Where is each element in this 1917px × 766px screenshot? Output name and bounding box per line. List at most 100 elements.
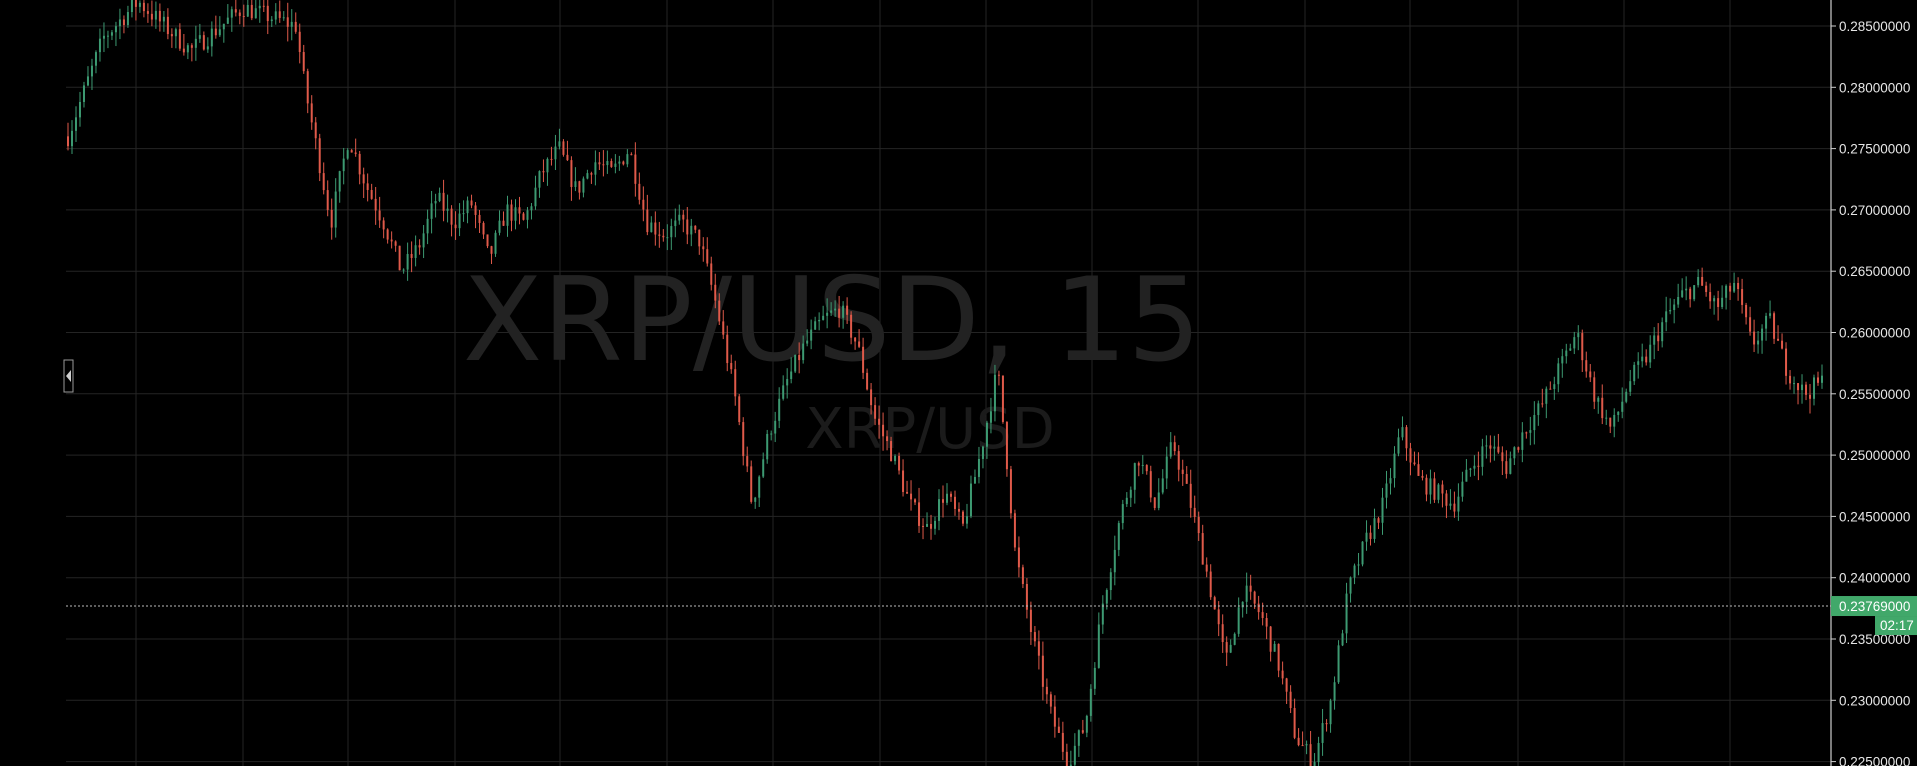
collapse-toolbar-button[interactable] xyxy=(63,359,74,393)
candle-body xyxy=(750,466,753,502)
candle-body xyxy=(934,520,937,529)
price-tick-label: 0.27500000 xyxy=(1839,142,1910,157)
candle-body xyxy=(1145,465,1148,472)
candle-body xyxy=(1081,730,1084,733)
countdown-timer: 02:17 xyxy=(1880,618,1914,633)
candle-body xyxy=(997,374,1000,376)
candle-body xyxy=(1069,764,1072,766)
chart-grid xyxy=(66,0,1831,766)
candle-body xyxy=(1665,311,1668,323)
candle-body xyxy=(642,199,645,210)
candle-body xyxy=(1477,465,1480,467)
candle-body xyxy=(1733,282,1736,292)
candle-body xyxy=(602,164,605,166)
candle-body xyxy=(1097,624,1100,668)
candle-body xyxy=(965,516,968,524)
candle-body xyxy=(1141,465,1144,467)
candle-body xyxy=(634,154,637,184)
candle-body xyxy=(1605,417,1608,419)
candle-body xyxy=(314,122,317,139)
candle-body xyxy=(402,269,405,271)
candle-body xyxy=(1313,762,1316,766)
candle-body xyxy=(742,422,745,457)
candle-body xyxy=(818,319,821,322)
candle-body xyxy=(458,213,461,229)
candle-body xyxy=(1341,633,1344,646)
candle-body xyxy=(882,424,885,437)
candle-body xyxy=(1693,285,1696,300)
candle-body xyxy=(1717,298,1720,307)
candle-body xyxy=(1657,335,1660,342)
candle-body xyxy=(1321,723,1324,743)
candle-body xyxy=(230,9,233,18)
candle-body xyxy=(150,13,153,20)
candle-body xyxy=(822,315,825,320)
candle-body xyxy=(1465,469,1468,482)
candle-body xyxy=(1577,333,1580,338)
candle-body xyxy=(1565,350,1568,357)
price-tick-label: 0.25000000 xyxy=(1839,448,1910,463)
candle-body xyxy=(985,422,988,447)
candle-body xyxy=(993,374,996,412)
candle-body xyxy=(394,241,397,246)
candle-body xyxy=(922,525,925,527)
candle-body xyxy=(878,418,881,425)
candle-body xyxy=(1045,686,1048,695)
price-tick-label: 0.28000000 xyxy=(1839,80,1910,95)
candle-body xyxy=(1821,375,1823,383)
candle-body xyxy=(618,161,621,164)
candle-body xyxy=(1561,356,1564,364)
candle-body xyxy=(1077,730,1080,746)
candle-body xyxy=(1697,276,1700,286)
candle-body xyxy=(170,34,173,37)
candle-body xyxy=(1073,745,1076,765)
candle-body xyxy=(422,233,425,248)
candle-body xyxy=(478,214,481,223)
price-tick-label: 0.22500000 xyxy=(1839,755,1910,766)
candle-body xyxy=(206,46,209,50)
candle-body xyxy=(82,85,85,102)
candle-body xyxy=(1269,626,1272,652)
candlestick-series xyxy=(67,0,1823,766)
candle-body xyxy=(450,208,453,225)
candle-body xyxy=(138,2,141,7)
candle-body xyxy=(446,208,449,211)
candle-body xyxy=(874,405,877,419)
candle-body xyxy=(1549,388,1552,390)
candle-body xyxy=(1317,742,1320,763)
candle-body xyxy=(1197,516,1200,534)
candle-body xyxy=(782,385,785,399)
candle-body xyxy=(810,329,813,341)
price-tick-label: 0.28500000 xyxy=(1839,19,1910,34)
countdown-box xyxy=(1875,616,1917,636)
candle-body xyxy=(566,154,569,161)
candle-body xyxy=(470,200,473,206)
candle-body xyxy=(698,229,701,247)
candle-body xyxy=(326,190,329,210)
candle-body xyxy=(898,455,901,471)
candle-body xyxy=(1789,375,1792,384)
candle-body xyxy=(1093,667,1096,689)
candle-body xyxy=(842,305,845,318)
price-axis[interactable]: 0.28500000 0.28000000 0.27500000 0.27000000… xyxy=(1830,0,1910,766)
candle-body xyxy=(1673,304,1676,310)
candle-body xyxy=(1637,361,1640,365)
candle-body xyxy=(1349,577,1352,594)
candle-body xyxy=(738,396,741,423)
candle-body xyxy=(1301,745,1304,747)
candle-body xyxy=(1125,497,1128,505)
candle-body xyxy=(1597,397,1600,402)
candle-body xyxy=(1773,313,1776,339)
candle-body xyxy=(1261,612,1264,619)
candle-body xyxy=(86,76,89,86)
candle-body xyxy=(977,458,980,477)
candle-body xyxy=(826,312,829,316)
candle-body xyxy=(1449,503,1452,506)
candle-body xyxy=(670,226,673,238)
candle-body xyxy=(846,305,849,315)
candle-body xyxy=(498,220,501,233)
candle-body xyxy=(1461,481,1464,497)
candle-body xyxy=(302,52,305,72)
candle-body xyxy=(242,15,245,17)
